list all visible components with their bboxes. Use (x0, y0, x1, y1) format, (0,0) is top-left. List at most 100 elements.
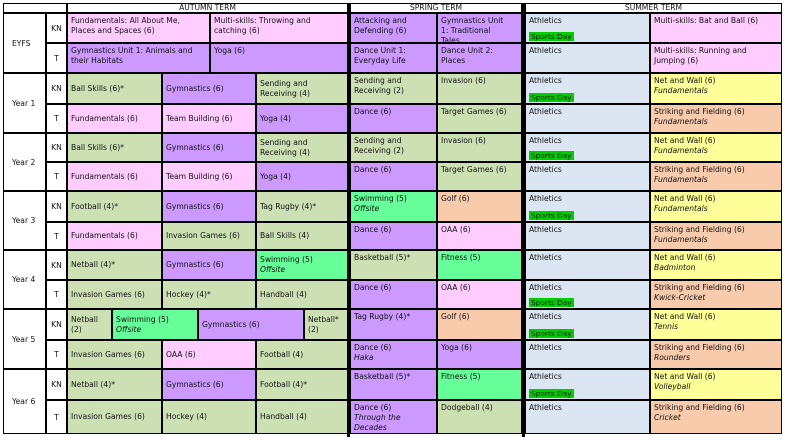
activity-label: Attacking and Defending (6) (354, 16, 407, 35)
term-header: SUMMER TERM (525, 3, 782, 13)
activity-label: Ball Skills (6)* (71, 83, 124, 93)
schedule-cell: OAA (6) (162, 340, 256, 369)
activity-label: Netball (4)* (71, 379, 115, 389)
activity-label: Multi-skills: Throwing and catching (6) (214, 16, 311, 35)
activity-label: Dance Unit 2: Places (441, 46, 493, 65)
activity-label: Basketball (5)* (354, 253, 411, 262)
activity-label: Fundamentals: All About Me, Places and S… (71, 16, 180, 35)
schedule-cell: Invasion Games (6) (162, 222, 256, 250)
schedule-cell: Athletics Sports Day (525, 191, 650, 222)
schedule-cell: Attacking and Defending (6) (350, 13, 437, 43)
schedule-cell: Dance (6) (350, 104, 437, 133)
schedule-cell: Athletics (525, 222, 650, 250)
activity-sublabel: Fundamentals (654, 117, 708, 126)
activity-label: Sending and Receiving (4) (260, 78, 310, 98)
activity-label: Gymnastics Unit 1: Animals and their Hab… (71, 46, 193, 65)
schedule-cell: Football (4) (256, 340, 348, 369)
activity-label: Gymnastics (6) (166, 201, 224, 211)
activity-sublabel: Fundamentals (654, 175, 708, 184)
activity-sublabel: Through the Decades (354, 413, 401, 432)
sports-day-badge: Sports Day (529, 32, 574, 41)
year-label: Year 3 (3, 191, 46, 250)
activity-label: Net and Wall (6) (654, 194, 716, 203)
activity-sublabel: Offsite (116, 324, 142, 334)
activity-label: Football (4)* (71, 201, 119, 211)
schedule-cell: Ball Skills (6)* (67, 73, 162, 104)
activity-label: Athletics (529, 107, 562, 116)
activity-label: Football (4) (260, 349, 304, 359)
schedule-cell: Gymnastics (6) (162, 369, 256, 400)
activity-label: Invasion (6) (441, 136, 486, 145)
schedule-cell: Dance (6) (350, 280, 437, 309)
activity-label: Invasion (6) (441, 76, 486, 85)
activity-label: Athletics (529, 403, 562, 412)
activity-label: OAA (6) (441, 283, 471, 292)
year-label: Year 5 (3, 309, 46, 369)
activity-label: Net and Wall (6) (654, 136, 716, 145)
activity-label: Gymnastics (6) (166, 83, 224, 93)
activity-label: Gymnastics Unit 1: Traditional Tales (441, 16, 504, 43)
schedule-cell: Multi-skills: Bat and Ball (6) (650, 13, 782, 43)
activity-label: Athletics (529, 165, 562, 174)
activity-sublabel: Tennis (654, 322, 679, 331)
activity-label: Striking and Fielding (6) (654, 225, 745, 234)
activity-label: Athletics (529, 225, 562, 234)
schedule-cell: Invasion (6) (437, 73, 522, 104)
class-label: KN (46, 250, 67, 280)
activity-sublabel: Fundamentals (654, 146, 708, 155)
sports-day-badge: Sports Day (529, 211, 574, 220)
activity-label: Net and Wall (6) (654, 253, 716, 262)
schedule-cell: Athletics Sports Day (525, 280, 650, 309)
activity-label: Net and Wall (6) (654, 372, 716, 381)
class-label: KN (46, 133, 67, 162)
schedule-cell: Athletics (525, 400, 650, 434)
schedule-cell: Fundamentals: All About Me, Places and S… (67, 13, 210, 43)
activity-label: Golf (6) (441, 194, 470, 203)
activity-label: Football (4)* (260, 379, 308, 389)
schedule-cell: Athletics Sports Day (525, 133, 650, 162)
activity-label: Gymnastics (6) (202, 319, 260, 329)
term-separator (347, 3, 350, 437)
schedule-cell: Athletics (525, 104, 650, 133)
schedule-cell: Ball Skills (4) (256, 222, 348, 250)
activity-label: Dance (6) (354, 403, 392, 412)
schedule-cell: Football (4)* (67, 191, 162, 222)
schedule-cell: Yoga (6) (210, 43, 348, 73)
schedule-cell: Fundamentals (6) (67, 162, 162, 191)
activity-sublabel: Kwick-Cricket (654, 293, 706, 302)
schedule-cell: Net and Wall (6) Fundamentals (650, 73, 782, 104)
schedule-cell: Tag Rugby (4)* (256, 191, 348, 222)
activity-sublabel: Haka (354, 353, 374, 362)
schedule-cell: Fundamentals (6) (67, 222, 162, 250)
class-label: KN (46, 191, 67, 222)
schedule-cell: Invasion Games (6) (67, 280, 162, 309)
schedule-cell: Net and Wall (6) Tennis (650, 309, 782, 340)
schedule-cell: Gymnastics (6) (162, 191, 256, 222)
schedule-cell: Athletics (525, 250, 650, 280)
activity-label: Striking and Fielding (6) (654, 107, 745, 116)
activity-label: Striking and Fielding (6) (654, 165, 745, 174)
schedule-cell: Dance Unit 1: Everyday Life (350, 43, 437, 73)
schedule-cell: Netball* (2) (304, 309, 348, 340)
activity-label: Fundamentals (6) (71, 231, 138, 240)
schedule-cell: Invasion (6) (437, 133, 522, 162)
schedule-cell: Striking and Fielding (6) Fundamentals (650, 222, 782, 250)
activity-label: Dance (6) (354, 165, 392, 174)
class-label: T (46, 280, 67, 309)
activity-sublabel: Fundamentals (654, 86, 708, 95)
activity-label: Yoga (4) (260, 171, 291, 181)
activity-label: Hockey (4) (166, 412, 207, 421)
schedule-cell: Target Games (6) (437, 104, 522, 133)
activity-label: Dance Unit 1: Everyday Life (354, 46, 406, 65)
schedule-cell: Gymnastics (6) (162, 73, 256, 104)
schedule-cell: Gymnastics (6) (162, 133, 256, 162)
activity-label: Striking and Fielding (6) (654, 343, 745, 352)
activity-sublabel: Badminton (654, 263, 696, 272)
year-label: Year 1 (3, 73, 46, 133)
schedule-cell: Striking and Fielding (6) Rounders (650, 340, 782, 369)
activity-label: Yoga (6) (214, 46, 245, 55)
schedule-cell: Striking and Fielding (6) Cricket (650, 400, 782, 434)
schedule-cell: Yoga (4) (256, 162, 348, 191)
schedule-cell: Net and Wall (6) Fundamentals (650, 191, 782, 222)
